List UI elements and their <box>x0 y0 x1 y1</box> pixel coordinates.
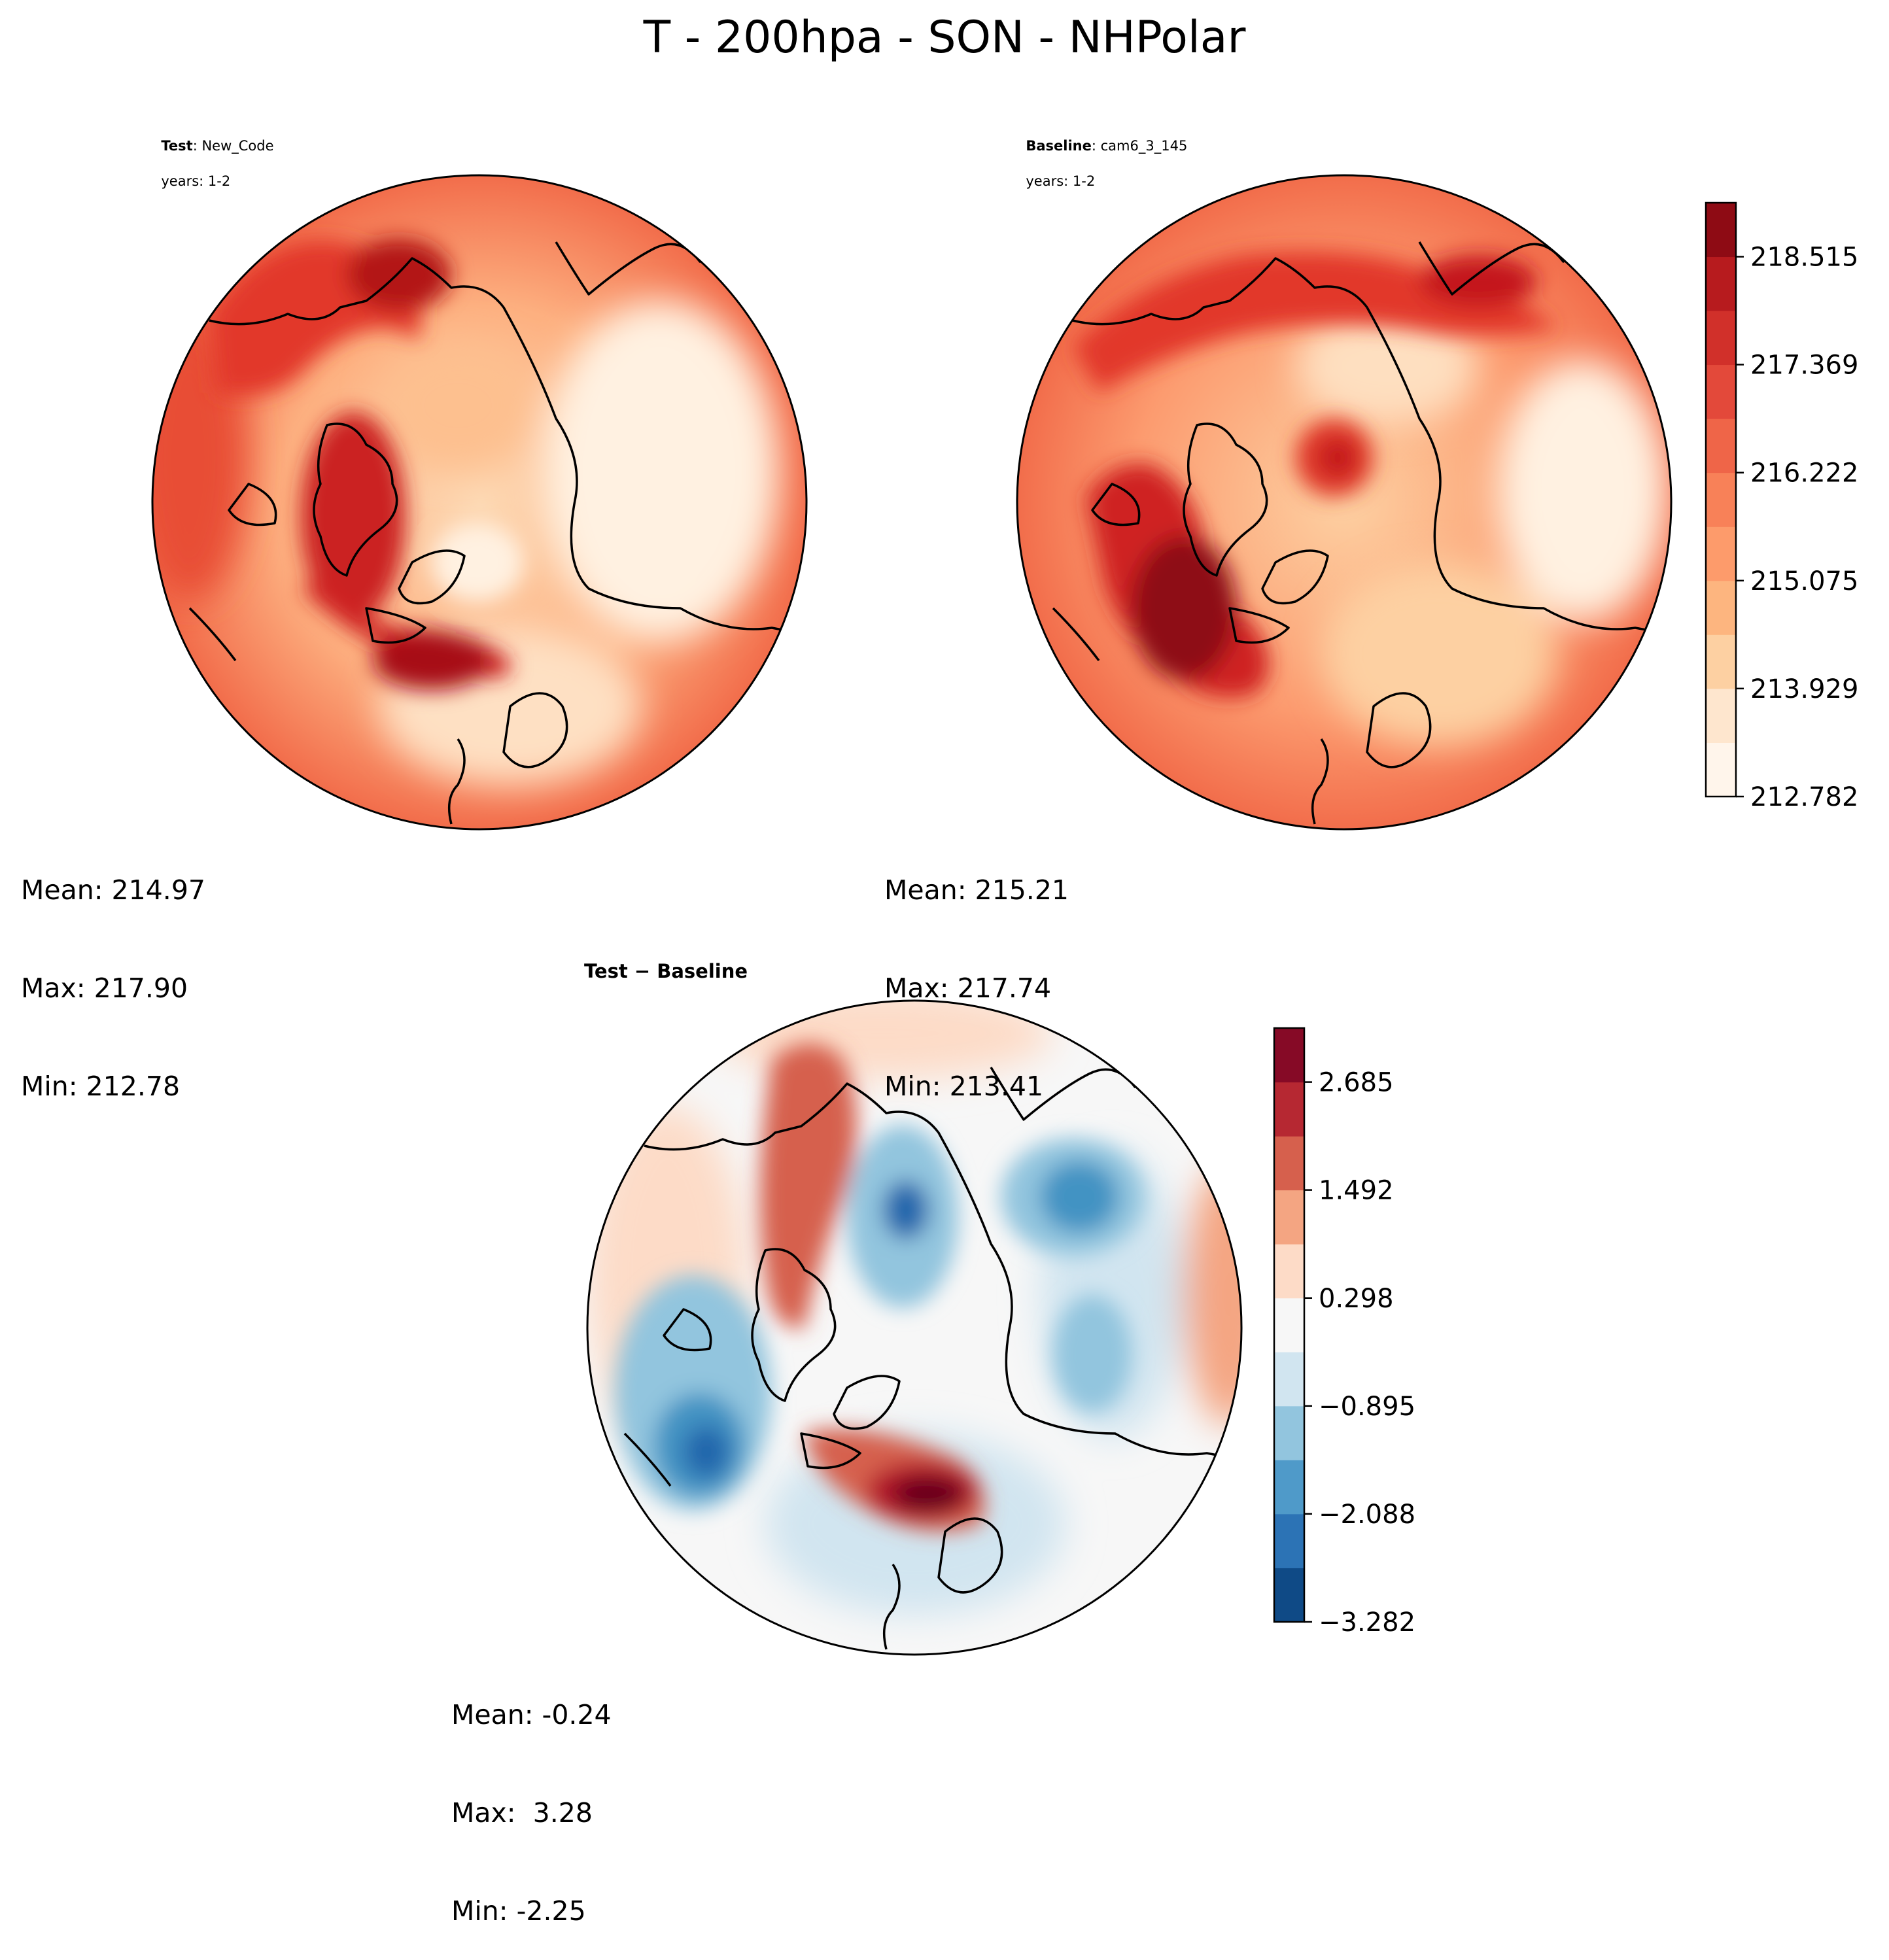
baseline-mean: Mean: 215.21 <box>884 874 1069 906</box>
diff-neg-pole-core <box>883 1180 929 1239</box>
test-cold-east <box>543 301 778 641</box>
diff-colorbar-segment <box>1274 1244 1304 1299</box>
diff-panel-title: Test − Baseline <box>584 960 748 982</box>
baseline-cool-east <box>1498 360 1668 621</box>
diff-colorbar-tick-label: 0.298 <box>1319 1284 1394 1314</box>
test-panel-title: Test: New_Code years: 1-2 <box>152 120 274 190</box>
diff-map <box>586 999 1243 1656</box>
test-stats: Mean: 214.97 Max: 217.90 Min: 212.78 <box>21 808 205 1135</box>
test-warm-core-north <box>347 239 451 311</box>
diff-colorbar-segment <box>1274 1190 1304 1245</box>
diff-pos-east-edge <box>1184 1164 1241 1426</box>
diff-colorbar-tick-label: −0.895 <box>1319 1392 1415 1422</box>
test-mid-center <box>379 340 536 471</box>
reds-colorbar-tick-label: 212.782 <box>1750 782 1858 812</box>
diff-colorbar-tick-label: −2.088 <box>1319 1500 1415 1530</box>
figure-canvas: T - 200hpa - SON - NHPolar <box>151 12 1858 1656</box>
diff-stats: Mean: -0.24 Max: 3.28 Min: -2.25 <box>451 1633 612 1960</box>
diff-min: Min: -2.25 <box>451 1895 586 1927</box>
reds-colorbar-ticks: 212.782 213.929 215.075 216.222 217.369 218.5… <box>1736 243 1858 812</box>
baseline-cool-north <box>1295 307 1478 425</box>
diff-neg-canada-core <box>684 1426 729 1478</box>
reds-colorbar-segment <box>1706 634 1736 689</box>
diff-colorbar-tick-label: 2.685 <box>1319 1068 1394 1098</box>
diff-neg-pacific-core <box>1040 1161 1118 1233</box>
diff-neg-east-band <box>1053 1295 1132 1413</box>
diff-colorbar-segment <box>1274 1352 1304 1407</box>
baseline-warm-core-north <box>1419 255 1537 307</box>
diff-mean: Mean: -0.24 <box>451 1699 612 1730</box>
reds-colorbar-segment <box>1706 580 1736 635</box>
reds-colorbar-segment <box>1706 688 1736 743</box>
reds-colorbar-blocks <box>1706 203 1736 797</box>
reds-colorbar-tick-label: 216.222 <box>1750 458 1858 489</box>
baseline-case-name: cam6_3_145 <box>1100 138 1188 154</box>
diff-colorbar-segment <box>1274 1405 1304 1460</box>
reds-colorbar-segment <box>1706 364 1736 419</box>
diff-colorbar-tick-label: 1.492 <box>1319 1176 1394 1206</box>
diff-colorbar-segment <box>1274 1298 1304 1352</box>
baseline-panel-title: Baseline: cam6_3_145 years: 1-2 <box>1017 120 1187 190</box>
test-separator: : <box>192 138 202 154</box>
baseline-map <box>1016 174 1672 831</box>
reds-colorbar-frame <box>1705 201 1737 798</box>
diff-colorbar-segment <box>1274 1136 1304 1191</box>
test-label: Test <box>161 138 193 154</box>
baseline-min: Min: 213.41 <box>884 1071 1044 1102</box>
diff-colorbar-segment <box>1274 1568 1304 1623</box>
test-mean: Mean: 214.97 <box>21 874 206 906</box>
reds-colorbar: 212.782 213.929 215.075 216.222 217.369 218.5… <box>1705 201 1858 812</box>
reds-colorbar-segment <box>1706 742 1736 797</box>
reds-colorbar-tick-label: 213.929 <box>1750 674 1858 704</box>
test-cool-pole <box>432 523 523 602</box>
test-case-name: New_Code <box>201 138 274 154</box>
test-warm-core-atlantic <box>373 631 491 690</box>
reds-colorbar-segment <box>1706 203 1736 258</box>
baseline-separator: : <box>1091 138 1101 154</box>
baseline-coastlines <box>1052 241 1671 825</box>
diff-colorbar-frame <box>1273 1027 1306 1623</box>
diff-pos-ridge-siberia <box>760 1043 857 1328</box>
reds-colorbar-segment <box>1706 472 1736 527</box>
baseline-warm-core-canada <box>1132 536 1236 680</box>
diff-colorbar-blocks <box>1274 1028 1304 1623</box>
test-max: Max: 217.90 <box>21 972 188 1004</box>
test-warm-core-canada <box>301 412 406 621</box>
baseline-max: Max: 217.74 <box>884 972 1052 1004</box>
baseline-stats: Mean: 215.21 Max: 217.74 Min: 213.41 <box>884 808 1069 1135</box>
figure-title: T - 200hpa - SON - NHPolar <box>643 12 1246 63</box>
test-map-border <box>151 174 808 831</box>
reds-colorbar-segment <box>1706 419 1736 473</box>
diff-colorbar-tick-label: −3.282 <box>1319 1608 1415 1638</box>
test-years: years: 1-2 <box>161 173 231 189</box>
reds-colorbar-tick-label: 215.075 <box>1750 566 1858 596</box>
reds-colorbar-segment <box>1706 526 1736 581</box>
diff-colorbar: −3.282 −2.088 −0.895 0.298 1.492 2.685 <box>1273 1027 1415 1638</box>
reds-colorbar-segment <box>1706 256 1736 311</box>
baseline-map-border <box>1016 174 1672 831</box>
baseline-years: years: 1-2 <box>1026 173 1096 189</box>
diff-colorbar-segment <box>1274 1082 1304 1137</box>
diff-colorbar-segment <box>1274 1513 1304 1568</box>
test-min: Min: 212.78 <box>21 1071 181 1102</box>
diff-colorbar-segment <box>1274 1028 1304 1083</box>
reds-colorbar-tick-label: 217.369 <box>1750 351 1858 381</box>
baseline-warm-core-pole <box>1318 438 1357 477</box>
diff-pos-atlantic-core <box>893 1476 965 1513</box>
test-map <box>151 174 808 831</box>
baseline-label: Baseline <box>1026 138 1092 154</box>
baseline-cool-south <box>1321 562 1557 746</box>
diff-max: Max: 3.28 <box>451 1797 593 1829</box>
diff-colorbar-segment <box>1274 1460 1304 1515</box>
reds-colorbar-tick-label: 218.515 <box>1750 243 1858 273</box>
reds-colorbar-segment <box>1706 311 1736 366</box>
diff-map-border <box>586 999 1243 1656</box>
diff-colorbar-ticks: −3.282 −2.088 −0.895 0.298 1.492 2.685 <box>1304 1068 1415 1638</box>
